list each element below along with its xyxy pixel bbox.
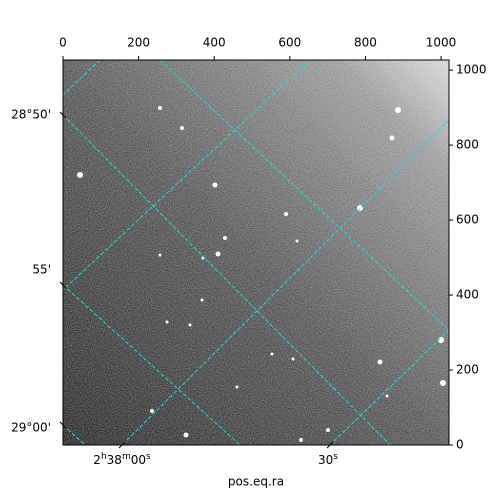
ra-tick-part: h — [101, 452, 107, 462]
dec-tick-label: 28°50' — [11, 108, 51, 122]
ra-tick-part: 00 — [131, 453, 146, 467]
ra-tick-part: 38 — [107, 453, 122, 467]
wcs-tick-marks — [59, 111, 334, 449]
ra-tick-part: s — [146, 452, 151, 462]
ra-tick-label: 2h38m00s — [93, 452, 151, 467]
x-tick-label: 1000 — [426, 36, 457, 50]
x-tick-label: 400 — [203, 36, 226, 50]
y-tick-label: 800 — [456, 138, 479, 152]
y-tick-label: 0 — [456, 438, 464, 452]
frame — [62, 59, 450, 446]
wcs-grid — [63, 60, 449, 445]
ra-tick-label: 30s — [318, 452, 338, 467]
x-tick-label: 800 — [354, 36, 377, 50]
ra-tick-part: m — [122, 452, 131, 462]
y-tick-label: 600 — [456, 213, 479, 227]
y-tick-label: 400 — [456, 288, 479, 302]
y-tick-label: 200 — [456, 363, 479, 377]
dec-tick-label: 55' — [32, 263, 51, 277]
image — [63, 60, 449, 445]
x-tick-label: 200 — [127, 36, 150, 50]
x-tick-label: 600 — [278, 36, 301, 50]
x-tick-label: 0 — [59, 36, 67, 50]
y-tick-label: 1000 — [456, 63, 487, 77]
ra-tick-part: 30 — [318, 453, 333, 467]
ra-tick-part: s — [333, 452, 338, 462]
x-axis-label: pos.eq.ra — [228, 475, 284, 489]
dec-tick-label: 29°00' — [11, 421, 51, 435]
ra-tick-part: 2 — [93, 453, 101, 467]
